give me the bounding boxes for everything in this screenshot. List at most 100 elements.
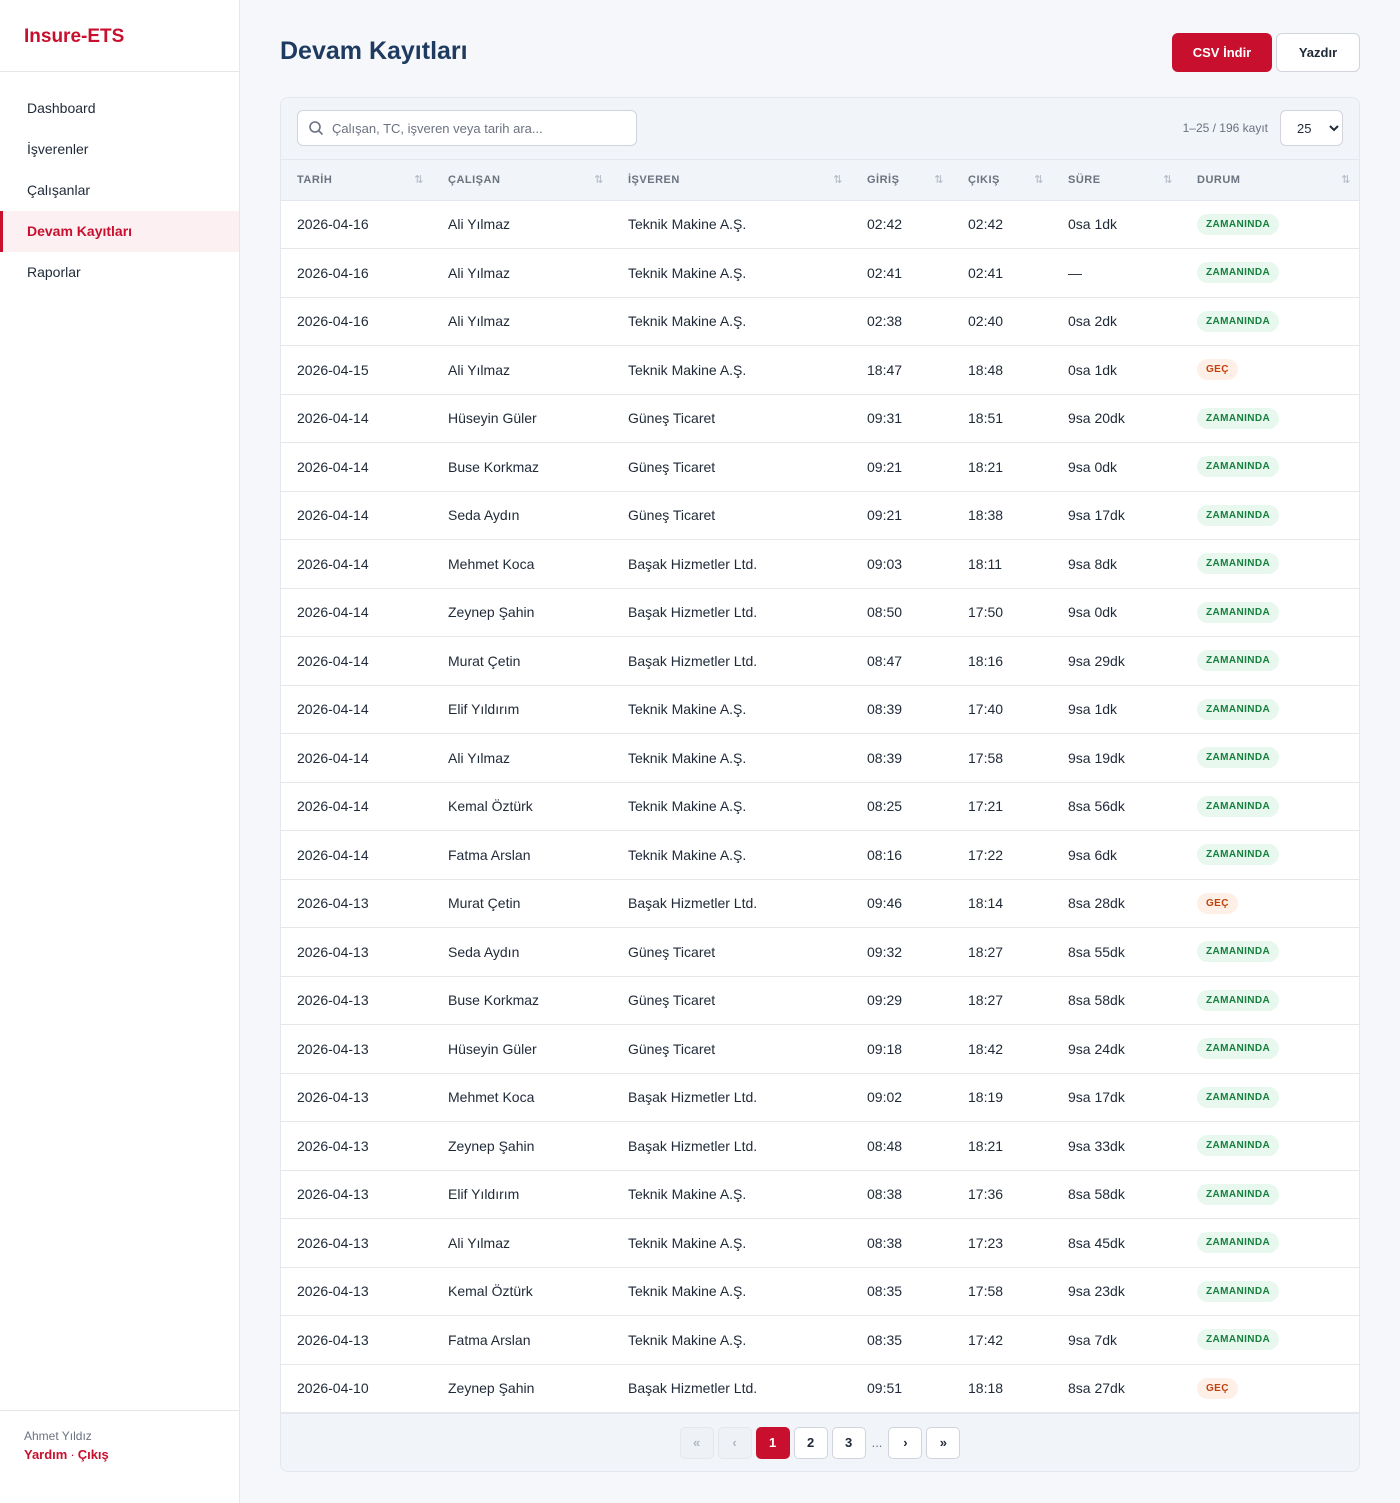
check-out-cell: 17:36	[968, 1186, 1004, 1203]
table-header: TARİH ⇅ ÇALIŞAN ⇅ İŞVEREN ⇅ GİRİŞ ⇅ ÇIKIŞ ⇅ SÜRE ⇅ D…	[281, 160, 1359, 201]
status-badge: ZAMANINDA	[1197, 1135, 1280, 1157]
table-row: 2026-04-14 Elif Yıldırım Teknik Makine A.Ş…	[281, 685, 1359, 734]
attendance-card: 1–25 / 196 kayıt 25 TARİH⇅ÇALIŞAN⇅İŞVERE…	[280, 97, 1360, 1472]
status-badge: GEÇ	[1197, 1377, 1238, 1399]
sort-icon[interactable]: ⇅	[833, 174, 843, 186]
record-count: 1–25 / 196 kayıt	[1182, 121, 1268, 135]
status-cell: ZAMANINDA	[1181, 1025, 1359, 1074]
duration-cell: 8sa 45dk	[1068, 1234, 1125, 1251]
check-out-cell: 17:58	[968, 749, 1004, 766]
check-out-cell: 17:58	[968, 1283, 1004, 1300]
sidebar-item-employers[interactable]: İşverenler	[27, 141, 89, 157]
first-page-button[interactable]: «	[679, 1426, 714, 1459]
print-button[interactable]: Yazdır	[1276, 33, 1360, 72]
table-row: 2026-04-14 Fatma Arslan Teknik Makine A.Ş.…	[281, 831, 1359, 879]
date-cell: 2026-04-13	[297, 1089, 369, 1106]
date-cell: 2026-04-14	[297, 507, 369, 524]
status-cell: ZAMANINDA	[1181, 1073, 1359, 1122]
employer-cell: Teknik Makine A.Ş.	[628, 701, 747, 718]
employer-cell: Teknik Makine A.Ş.	[628, 749, 747, 766]
sort-icon[interactable]: ⇅	[1163, 174, 1173, 186]
employee-cell: Ali Yılmaz	[448, 749, 510, 766]
date-cell: 2026-04-15	[297, 361, 369, 378]
employee-cell: Murat Çetin	[448, 895, 521, 912]
csv-download-button[interactable]: CSV İndir	[1172, 33, 1272, 72]
check-in-cell: 09:32	[867, 943, 903, 960]
column-date-header[interactable]: TARİH ⇅	[281, 160, 432, 201]
column-check-in-header[interactable]: GİRİŞ ⇅	[851, 160, 952, 201]
duration-cell: —	[1068, 264, 1082, 281]
check-in-cell: 09:18	[867, 1040, 903, 1057]
status-cell: ZAMANINDA	[1181, 1219, 1359, 1268]
sidebar-item-dashboard[interactable]: Dashboard	[27, 100, 96, 116]
page-button-3[interactable]: 3	[831, 1426, 866, 1459]
column-label: SÜRE	[1068, 173, 1101, 186]
employer-cell: Teknik Makine A.Ş.	[628, 1234, 747, 1251]
duration-cell: 9sa 23dk	[1068, 1283, 1125, 1300]
status-badge: ZAMANINDA	[1197, 698, 1280, 720]
page-button-2[interactable]: 2	[793, 1426, 828, 1459]
check-in-cell: 02:38	[867, 313, 903, 330]
logout-link[interactable]: Çıkış	[77, 1447, 109, 1462]
status-badge: ZAMANINDA	[1197, 747, 1280, 769]
employee-cell: Seda Aydın	[448, 943, 520, 960]
sidebar-item-reports[interactable]: Raporlar	[27, 264, 81, 280]
search-input[interactable]	[332, 120, 622, 136]
check-in-cell: 09:03	[867, 555, 903, 572]
last-page-button[interactable]: »	[926, 1426, 961, 1459]
check-in-cell: 02:42	[867, 216, 903, 233]
status-cell: ZAMANINDA	[1181, 1170, 1359, 1219]
duration-cell: 8sa 56dk	[1068, 798, 1125, 815]
employee-cell: Fatma Arslan	[448, 846, 531, 863]
page-size-select[interactable]: 25	[1280, 110, 1343, 146]
status-cell: ZAMANINDA	[1181, 685, 1359, 734]
search-icon	[309, 121, 323, 135]
sort-icon[interactable]: ⇅	[594, 174, 604, 186]
page-button-1[interactable]: 1	[755, 1426, 790, 1459]
check-out-cell: 17:40	[968, 701, 1004, 718]
sidebar-item-employees[interactable]: Çalışanlar	[27, 182, 91, 198]
sidebar-footer: Ahmet Yıldız Yardım · Çıkış	[0, 1410, 239, 1503]
check-in-cell: 02:41	[867, 264, 903, 281]
column-check-out-header[interactable]: ÇIKIŞ ⇅	[952, 160, 1052, 201]
status-cell: ZAMANINDA	[1181, 297, 1359, 346]
check-out-cell: 17:22	[968, 846, 1004, 863]
duration-cell: 8sa 58dk	[1068, 1186, 1125, 1203]
sidebar-item-attendance[interactable]: Devam Kayıtları	[0, 211, 239, 252]
previous-page-button[interactable]: ‹	[717, 1426, 752, 1459]
column-label: DURUM	[1197, 173, 1241, 186]
employer-cell: Teknik Makine A.Ş.	[628, 798, 747, 815]
status-badge: ZAMANINDA	[1197, 407, 1280, 429]
status-cell: GEÇ	[1181, 879, 1359, 928]
column-duration-header[interactable]: SÜRE ⇅	[1052, 160, 1181, 201]
employee-cell: Ali Yılmaz	[448, 313, 510, 330]
check-out-cell: 18:14	[968, 895, 1004, 912]
check-in-cell: 08:39	[867, 749, 903, 766]
employee-cell: Zeynep Şahin	[448, 1380, 535, 1397]
check-in-cell: 09:21	[867, 507, 903, 524]
sort-icon[interactable]: ⇅	[1034, 174, 1044, 186]
employer-cell: Güneş Ticaret	[628, 1040, 716, 1057]
sort-icon[interactable]: ⇅	[1341, 174, 1351, 186]
table-row: 2026-04-14 Mehmet Koca Başak Hizmetler Ltd…	[281, 540, 1359, 588]
page-title: Devam Kayıtları	[280, 37, 468, 65]
status-badge: ZAMANINDA	[1197, 1038, 1280, 1060]
sort-icon[interactable]: ⇅	[414, 174, 424, 186]
column-employer-header[interactable]: İŞVEREN ⇅	[612, 160, 851, 201]
help-link[interactable]: Yardım	[24, 1447, 68, 1462]
date-cell: 2026-04-13	[297, 1331, 369, 1348]
brand-logo[interactable]: Insure-ETS	[0, 0, 239, 72]
check-out-cell: 18:51	[968, 410, 1004, 427]
status-cell: ZAMANINDA	[1181, 637, 1359, 686]
column-employee-header[interactable]: ÇALIŞAN ⇅	[432, 160, 612, 201]
duration-cell: 0sa 1dk	[1068, 361, 1118, 378]
column-status-header[interactable]: DURUM ⇅	[1181, 160, 1359, 201]
check-in-cell: 08:39	[867, 701, 903, 718]
date-cell: 2026-04-16	[297, 264, 369, 281]
next-page-button[interactable]: ›	[888, 1426, 923, 1459]
employer-cell: Başak Hizmetler Ltd.	[628, 1089, 758, 1106]
employer-cell: Başak Hizmetler Ltd.	[628, 1380, 758, 1397]
employee-cell: Seda Aydın	[448, 507, 520, 524]
sort-icon[interactable]: ⇅	[934, 174, 944, 186]
duration-cell: 9sa 6dk	[1068, 846, 1118, 863]
